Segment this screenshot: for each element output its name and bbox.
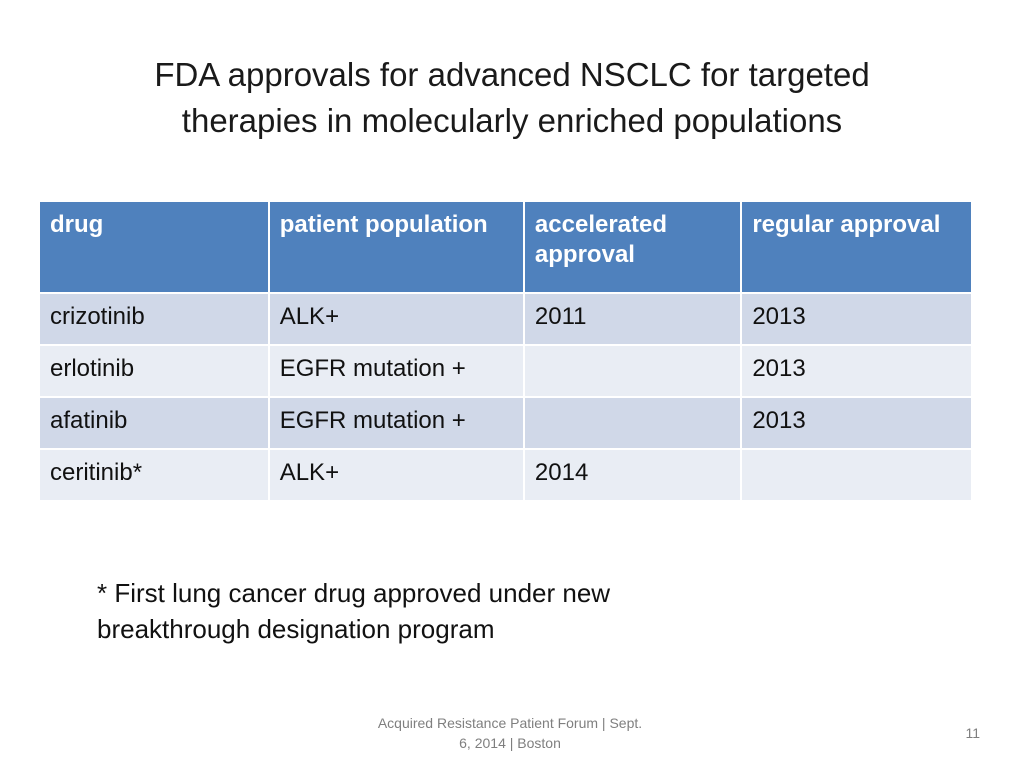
cell-patient-population: EGFR mutation + <box>267 396 525 450</box>
header-regular-approval: regular approval <box>740 200 973 294</box>
cell-regular-approval: 2013 <box>740 292 973 346</box>
cell-drug: afatinib <box>38 396 270 450</box>
cell-accelerated-approval <box>522 396 743 450</box>
cell-regular-approval <box>740 448 973 502</box>
slide-title-line-2: therapies in molecularly enriched popula… <box>181 102 843 139</box>
footer-line-1: Acquired Resistance Patient Forum | Sept… <box>377 715 643 731</box>
cell-accelerated-approval: 2014 <box>522 448 743 502</box>
footnote-line-2: breakthrough designation program <box>97 614 495 644</box>
table-row: ceritinib* ALK+ 2014 <box>38 448 973 502</box>
cell-patient-population: ALK+ <box>267 292 525 346</box>
cell-accelerated-approval: 2011 <box>522 292 743 346</box>
slide-title: FDA approvals for advanced NSCLC for tar… <box>60 52 964 144</box>
cell-regular-approval: 2013 <box>740 344 973 398</box>
cell-drug: crizotinib <box>38 292 270 346</box>
table-header-row: drug patient population accelerated appr… <box>38 200 973 294</box>
table-row: erlotinib EGFR mutation + 2013 <box>38 344 973 398</box>
cell-accelerated-approval <box>522 344 743 398</box>
slide-footer: Acquired Resistance Patient Forum | Sept… <box>350 713 670 753</box>
cell-regular-approval: 2013 <box>740 396 973 450</box>
approvals-table: drug patient population accelerated appr… <box>38 200 973 502</box>
slide-title-line-1: FDA approvals for advanced NSCLC for tar… <box>154 56 870 93</box>
header-patient-population: patient population <box>267 200 525 294</box>
table-row: crizotinib ALK+ 2011 2013 <box>38 292 973 346</box>
cell-drug: erlotinib <box>38 344 270 398</box>
table-row: afatinib EGFR mutation + 2013 <box>38 396 973 450</box>
cell-patient-population: ALK+ <box>267 448 525 502</box>
cell-drug: ceritinib* <box>38 448 270 502</box>
footnote-line-1: * First lung cancer drug approved under … <box>97 578 611 608</box>
cell-patient-population: EGFR mutation + <box>267 344 525 398</box>
footnote: * First lung cancer drug approved under … <box>97 575 777 647</box>
footer-line-2: 6, 2014 | Boston <box>459 735 561 751</box>
header-accelerated-approval: accelerated approval <box>522 200 743 294</box>
header-drug: drug <box>38 200 270 294</box>
page-number: 11 <box>965 725 980 741</box>
